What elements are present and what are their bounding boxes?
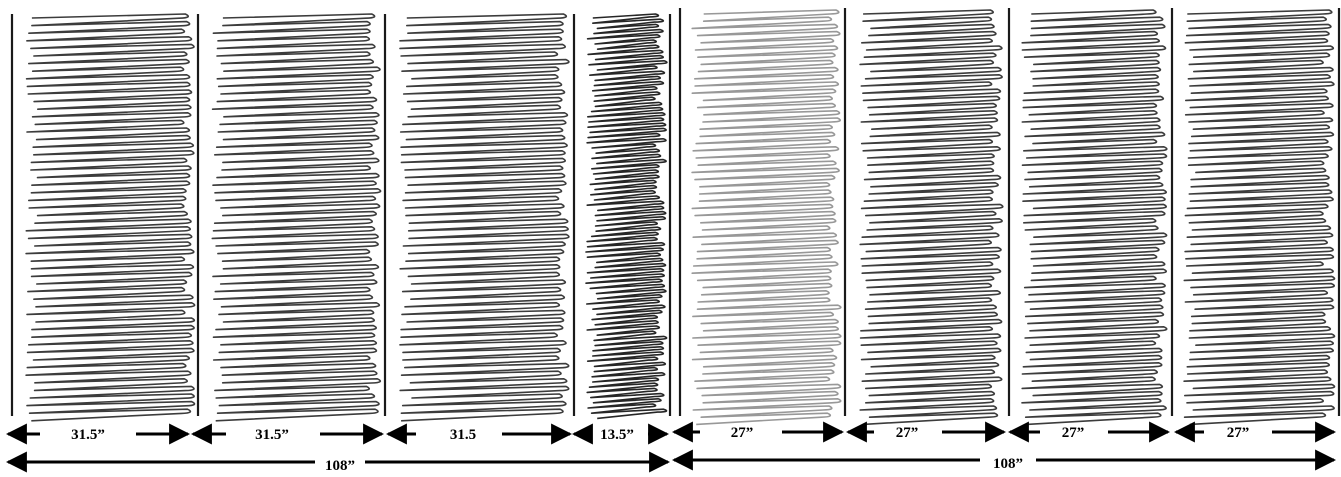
dimension-label: 31.5” bbox=[71, 427, 105, 443]
panel-dividers bbox=[10, 8, 1341, 416]
zigzag-tracing bbox=[691, 9, 842, 426]
zigzag-tracing bbox=[211, 13, 382, 422]
dimension-row-1: 31.5” 31.5” 31.5 13.5” 27” 27” 27” 27” bbox=[5, 421, 1337, 445]
dimension-label: 27” bbox=[896, 425, 919, 441]
dimension-label: 27” bbox=[1227, 425, 1250, 441]
dimension-label: 27” bbox=[731, 425, 754, 441]
dimension-label: 31.5” bbox=[255, 427, 289, 443]
dimension-label: 108” bbox=[993, 456, 1023, 472]
zigzag-tracing bbox=[585, 13, 668, 420]
zigzag-tracing bbox=[399, 13, 570, 422]
dimension-label: 31.5 bbox=[450, 427, 476, 443]
tracing-panels bbox=[25, 9, 1336, 426]
zigzag-tracing bbox=[1183, 9, 1336, 426]
zigzag-tracing bbox=[859, 9, 1004, 426]
dimension-label: 13.5” bbox=[600, 427, 634, 443]
zigzag-tracing bbox=[25, 13, 196, 422]
dimension-label: 108” bbox=[325, 458, 355, 474]
zigzag-tracing bbox=[1021, 9, 1168, 426]
dimension-row-2: 108” 108” bbox=[5, 449, 1337, 474]
dimension-label: 27” bbox=[1062, 425, 1085, 441]
